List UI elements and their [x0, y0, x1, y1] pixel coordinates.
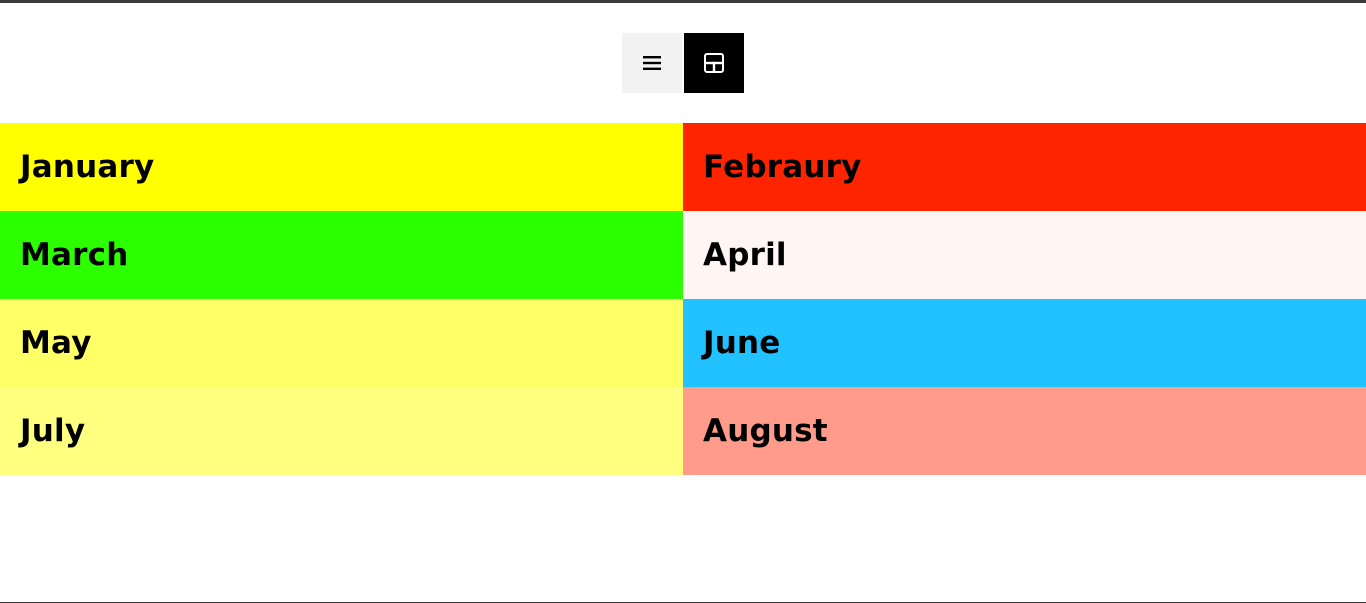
month-card-april[interactable]: April: [683, 211, 1366, 299]
month-card-may[interactable]: May: [0, 299, 683, 387]
list-icon: [643, 55, 661, 71]
month-card-march[interactable]: March: [0, 211, 683, 299]
month-card-august[interactable]: August: [683, 387, 1366, 475]
view-toggle: [622, 33, 744, 93]
month-card-june[interactable]: June: [683, 299, 1366, 387]
month-card-july[interactable]: July: [0, 387, 683, 475]
month-card-february[interactable]: Febraury: [683, 123, 1366, 211]
grid-view-button[interactable]: [684, 33, 744, 93]
list-view-button[interactable]: [622, 33, 682, 93]
month-card-january[interactable]: January: [0, 123, 683, 211]
month-grid: January Febraury March April May June Ju…: [0, 123, 1366, 475]
grid-icon: [704, 53, 724, 73]
